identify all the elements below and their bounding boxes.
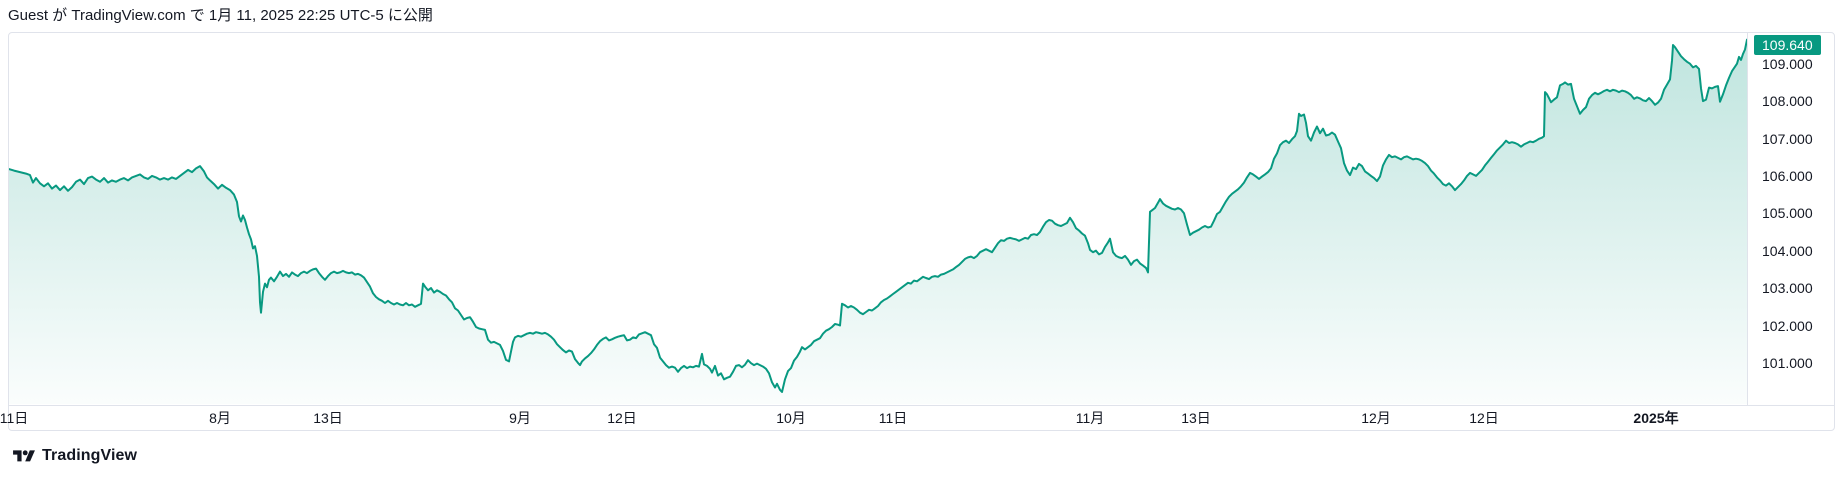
time-tick-label: 9月 — [509, 410, 531, 426]
price-tick-label: 108.000 — [1762, 93, 1813, 110]
price-axis[interactable]: 109.640 109.000 108.000 107.000 106.000 105.… — [1748, 33, 1834, 405]
price-area-chart[interactable] — [9, 33, 1747, 405]
time-tick-label: 12日 — [607, 410, 637, 426]
tradingview-logo-icon — [13, 449, 35, 461]
price-scale-separator — [1747, 33, 1748, 405]
time-tick-label: 12日 — [1469, 410, 1499, 426]
time-tick-label: 8月 — [209, 410, 231, 426]
price-tick-label: 106.000 — [1762, 167, 1813, 184]
price-tick-label: 104.000 — [1762, 242, 1813, 259]
series-line — [9, 38, 1747, 393]
time-tick-label: 2025年 — [1633, 410, 1679, 426]
tradingview-brand-text: TradingView — [42, 447, 138, 464]
time-tick-label: 13日 — [313, 410, 343, 426]
time-tick-label: 11日 — [0, 410, 29, 426]
price-tick-label: 105.000 — [1762, 205, 1813, 222]
series-area-fill — [9, 39, 1747, 404]
time-tick-label: 10月 — [776, 410, 806, 426]
chart-widget: 11日 8月 13日 9月 12日 10月 11日 11月 13日 12月 12日 2025年 109… — [0, 32, 1835, 431]
publish-attribution-text: Guest が TradingView.com で 1月 11, 2025 22… — [8, 7, 433, 24]
tradingview-brand-link[interactable]: TradingView — [13, 445, 137, 467]
time-tick-label: 11日 — [878, 410, 908, 426]
price-tick-label: 101.000 — [1762, 354, 1813, 371]
time-tick-label: 13日 — [1181, 410, 1211, 426]
price-tick-label: 109.000 — [1762, 55, 1813, 72]
time-axis[interactable]: 11日 8月 13日 9月 12日 10月 11日 11月 13日 12月 12日 2025年 — [0, 405, 1834, 430]
price-tick-label: 103.000 — [1762, 280, 1813, 297]
price-tick-label: 107.000 — [1762, 130, 1813, 147]
time-tick-label: 11月 — [1075, 410, 1105, 426]
last-price-badge: 109.640 — [1754, 35, 1821, 55]
price-tick-label: 102.000 — [1762, 317, 1813, 334]
time-tick-label: 12月 — [1361, 410, 1391, 426]
